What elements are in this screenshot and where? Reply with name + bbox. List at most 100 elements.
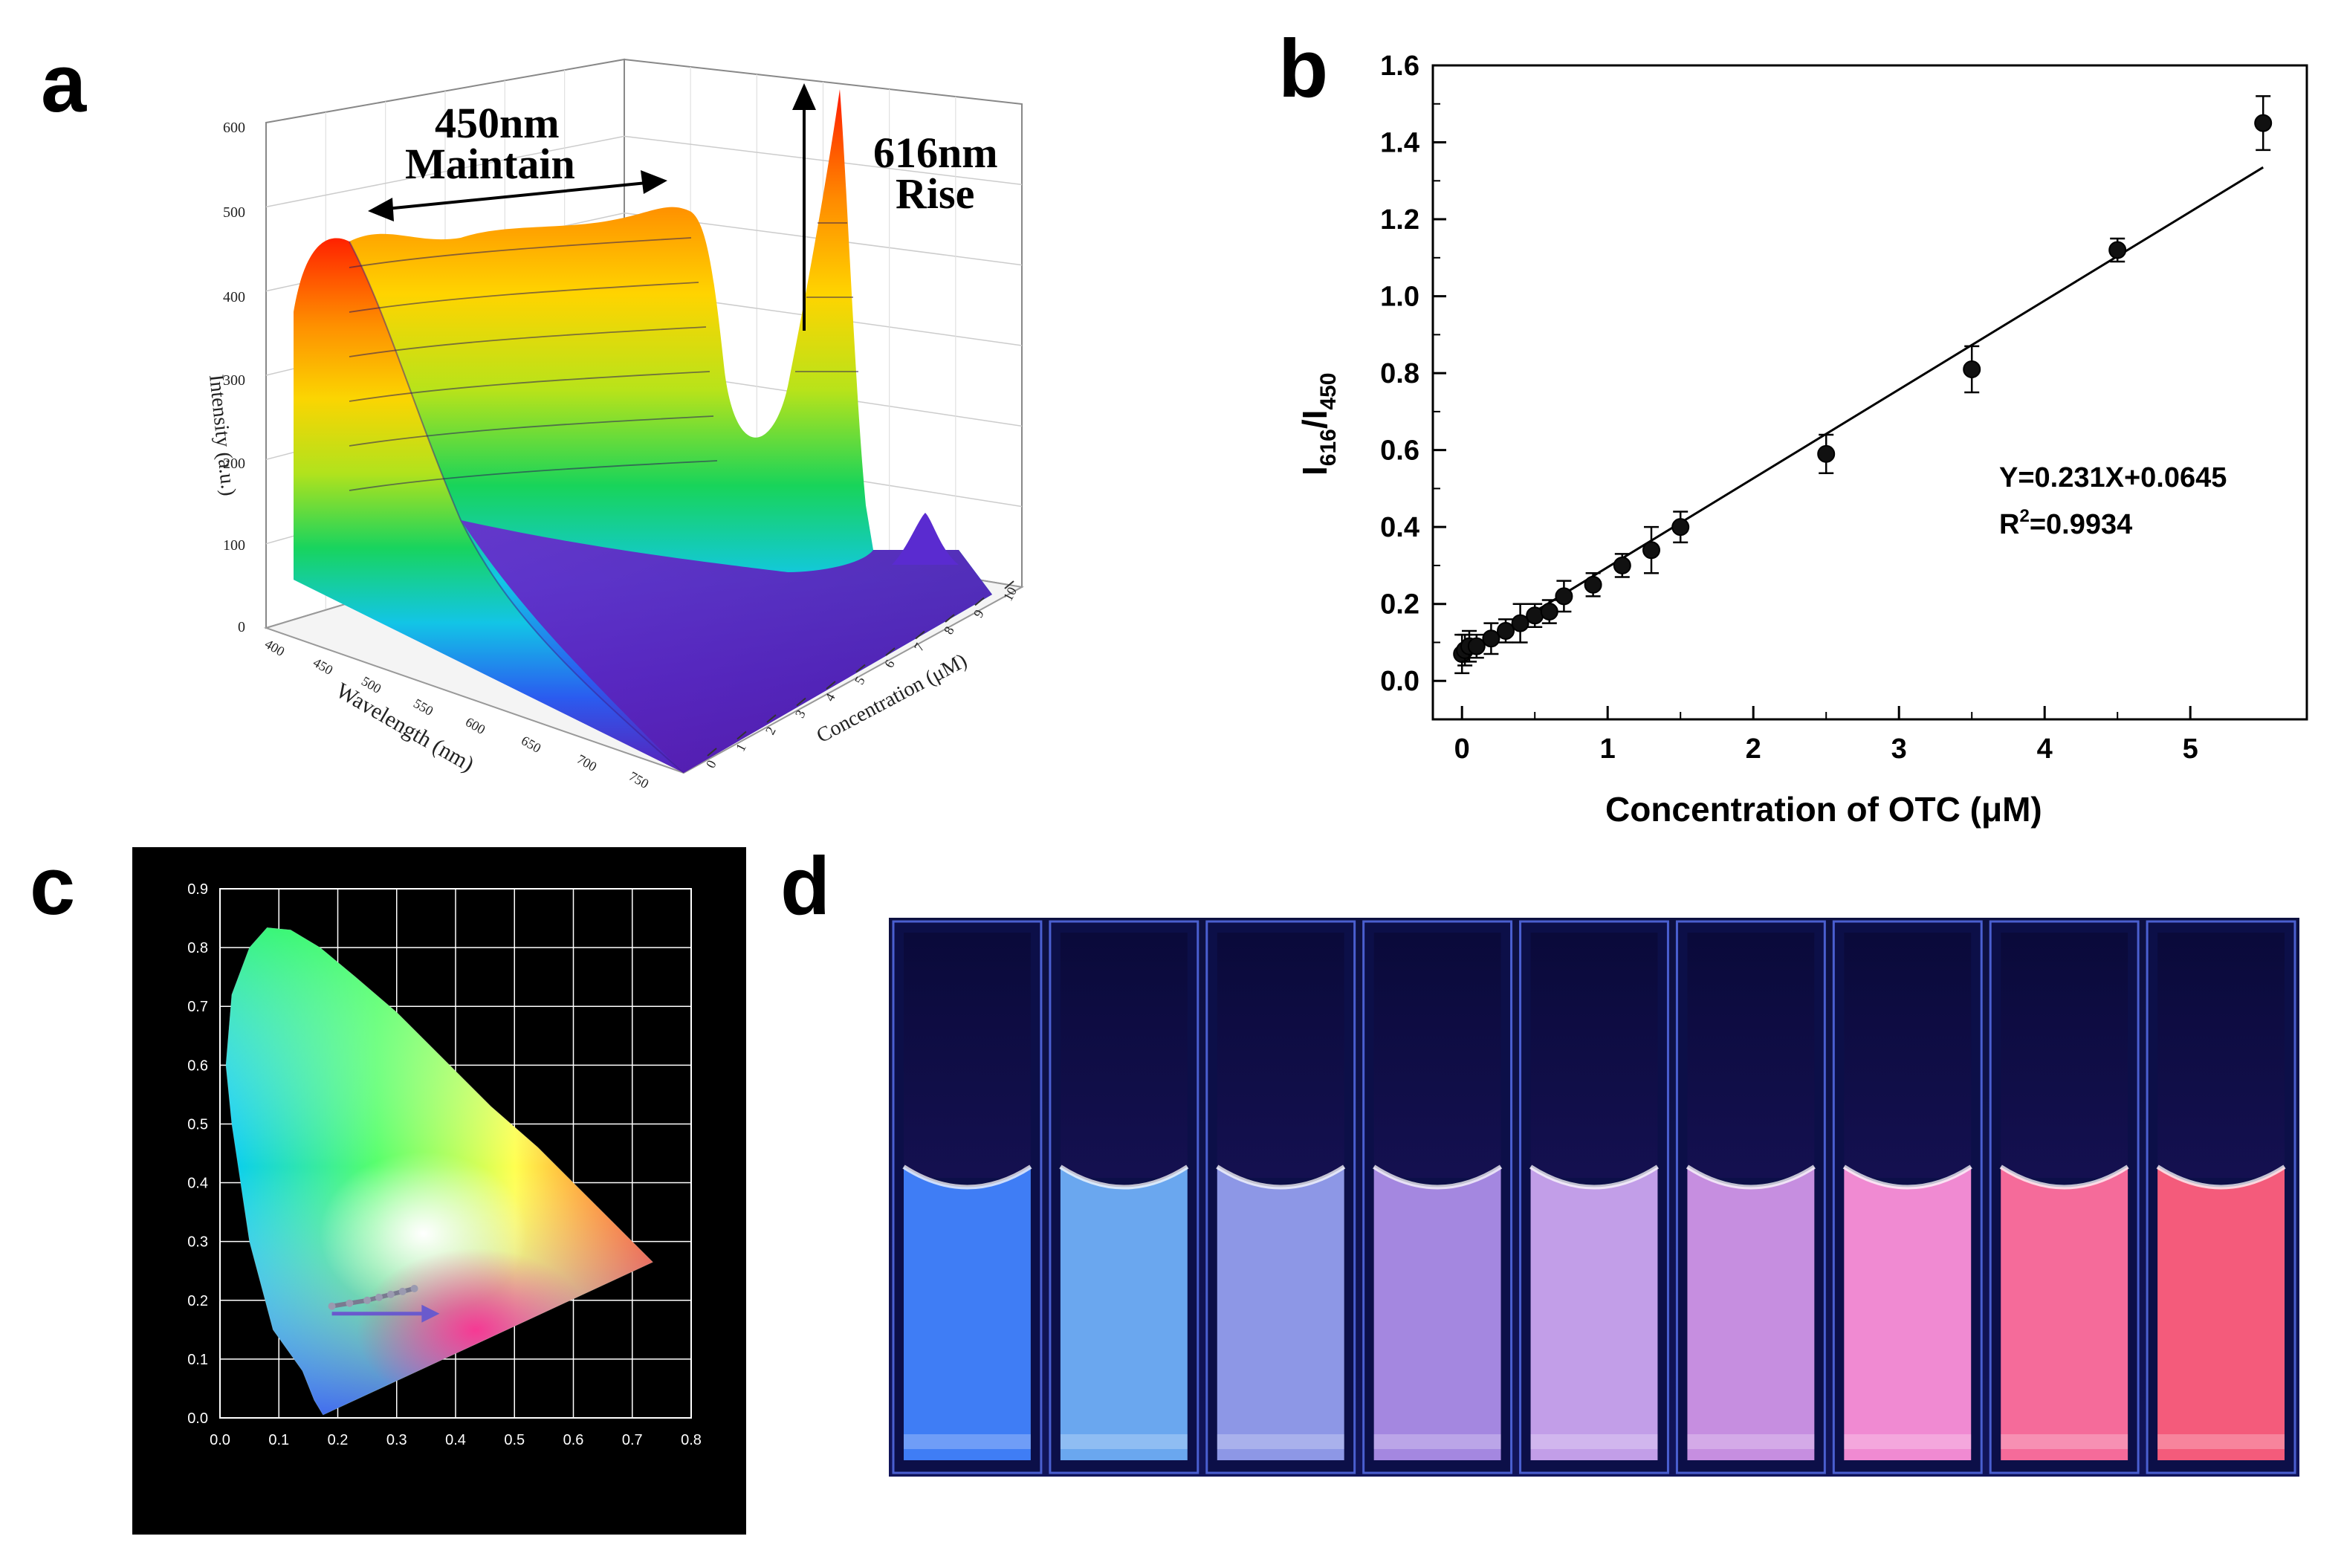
point-marker [2254, 114, 2273, 132]
y-tick: 1 [733, 741, 749, 754]
vial-meniscus [902, 1164, 1032, 1190]
vial-headspace [1217, 933, 1344, 1178]
y-tick-label: 1.4 [1380, 128, 1419, 159]
equation-label: Y=0.231X+0.0645 [1999, 462, 2227, 493]
point-marker [1671, 518, 1690, 537]
vial-solution [1530, 1167, 1658, 1460]
fit-line-segment [1461, 166, 2264, 658]
fit-line [1461, 166, 2264, 658]
panel-label-c: c [30, 840, 75, 932]
x-tick-label: 3 [1891, 733, 1907, 765]
r2-label: R2=0.9934 [1999, 506, 2132, 540]
data-point [1642, 525, 1660, 574]
vial [1989, 920, 2140, 1474]
data-point [1540, 599, 1558, 624]
maintain-label-bottom: Maintain [405, 140, 575, 188]
shift-point [363, 1296, 372, 1304]
cie-y-tick: 0.2 [187, 1293, 208, 1309]
point-marker [1540, 603, 1558, 621]
y-tick-label: 0.4 [1380, 512, 1419, 543]
shift-point [346, 1299, 354, 1307]
vial-solution [1373, 1167, 1501, 1460]
rise-arrow-head [792, 83, 816, 110]
vial-meniscus [1529, 1164, 1660, 1190]
ylabel-main: I [1295, 466, 1334, 476]
vial [1519, 920, 1669, 1474]
x-tick-label: 5 [2183, 733, 2198, 765]
y-tick-label: 1.2 [1380, 204, 1419, 236]
vial-solution [1217, 1167, 1344, 1460]
data-point [2108, 237, 2127, 263]
vial-base-glow [2001, 1434, 2128, 1449]
shift-arrow-head [421, 1304, 440, 1323]
vial-solution [2001, 1167, 2128, 1460]
r2-suffix: =0.9934 [2030, 509, 2132, 540]
vial-solution [1060, 1167, 1188, 1460]
vials [892, 920, 2296, 1474]
y-tick-label: 0.0 [1380, 666, 1419, 697]
vial-base-glow [1687, 1434, 1815, 1449]
data-point [1482, 622, 1500, 655]
surface-floor [461, 520, 992, 773]
x-tick: 750 [627, 768, 651, 791]
cie-y-tick: 0.6 [187, 1057, 208, 1074]
floor-ridge [892, 513, 959, 565]
vial-solution [1687, 1167, 1815, 1460]
front-edge [349, 241, 684, 774]
panel-label-a: a [41, 38, 87, 129]
vial [1049, 920, 1199, 1474]
axis-ticks: 0 1 2 3 4 5 0.0 0.2 0.4 0.6 0.8 1.0 1.2 1.4 1.6 [1380, 51, 2198, 765]
vial [892, 920, 1043, 1474]
cie-y-tick: 0.0 [187, 1410, 208, 1427]
cie-y-tick: 0.9 [187, 881, 208, 898]
vial [1205, 920, 1356, 1474]
cie-y-tick: 0.4 [187, 1176, 208, 1192]
maintain-arrow-head-left [368, 198, 394, 221]
y-tick-label: 1.0 [1380, 282, 1419, 313]
vial-headspace [1844, 933, 1972, 1178]
cie-x-tick: 0.3 [386, 1432, 407, 1448]
cie-y-tick: 0.3 [187, 1234, 208, 1251]
x-tick: 550 [411, 696, 436, 719]
z-tick: 300 [223, 372, 245, 389]
panel-a-surface-plot: 0 100 200 300 400 500 600 Intensity (a.u… [204, 58, 1025, 791]
data-point [1467, 633, 1486, 659]
x-axis-label: Concentration of OTC (μM) [1605, 790, 2042, 829]
contour-lines [349, 222, 858, 491]
y-tick-mark [1004, 580, 1014, 589]
cie-y-tick: 0.5 [187, 1116, 208, 1133]
shift-point [375, 1293, 383, 1301]
panel-label-b: b [1278, 23, 1328, 114]
y-tick-mark [915, 630, 925, 640]
x-tick: 650 [519, 733, 543, 756]
data-point [1613, 553, 1631, 578]
panel-label-d: d [780, 840, 830, 932]
cie-y-tick: 0.7 [187, 999, 208, 1015]
rise-annotation: 616nm Rise [792, 83, 998, 331]
point-marker [1613, 556, 1631, 574]
z-tick: 0 [238, 619, 245, 635]
y-tick-mark [796, 697, 806, 707]
vial-base-glow [2157, 1434, 2285, 1449]
r2-sup: 2 [2019, 506, 2029, 526]
cie-x-tick: 0.7 [622, 1432, 643, 1448]
maintain-annotation: 450nm Maintain [368, 99, 667, 221]
vial-meniscus [1373, 1164, 1503, 1190]
vial [1832, 920, 1983, 1474]
vial-base-glow [1530, 1434, 1658, 1449]
x-tick-label: 4 [2037, 733, 2053, 765]
ylabel-sub1: 616 [1316, 429, 1341, 466]
vial-solution [1844, 1167, 1972, 1460]
vial-meniscus [1059, 1164, 1189, 1190]
ylabel-sub2: 450 [1316, 373, 1341, 410]
data-point [1817, 433, 1836, 474]
rise-label-top: 616nm [873, 129, 998, 177]
z-axis-ticks: 0 100 200 300 400 500 600 [223, 120, 245, 635]
cie-y-tick: 0.1 [187, 1352, 208, 1368]
front-slope [294, 238, 684, 773]
y-tick-mark [885, 647, 896, 656]
z-tick: 400 [223, 289, 245, 305]
vial-solution [904, 1167, 1031, 1460]
data-points [1453, 95, 2273, 675]
